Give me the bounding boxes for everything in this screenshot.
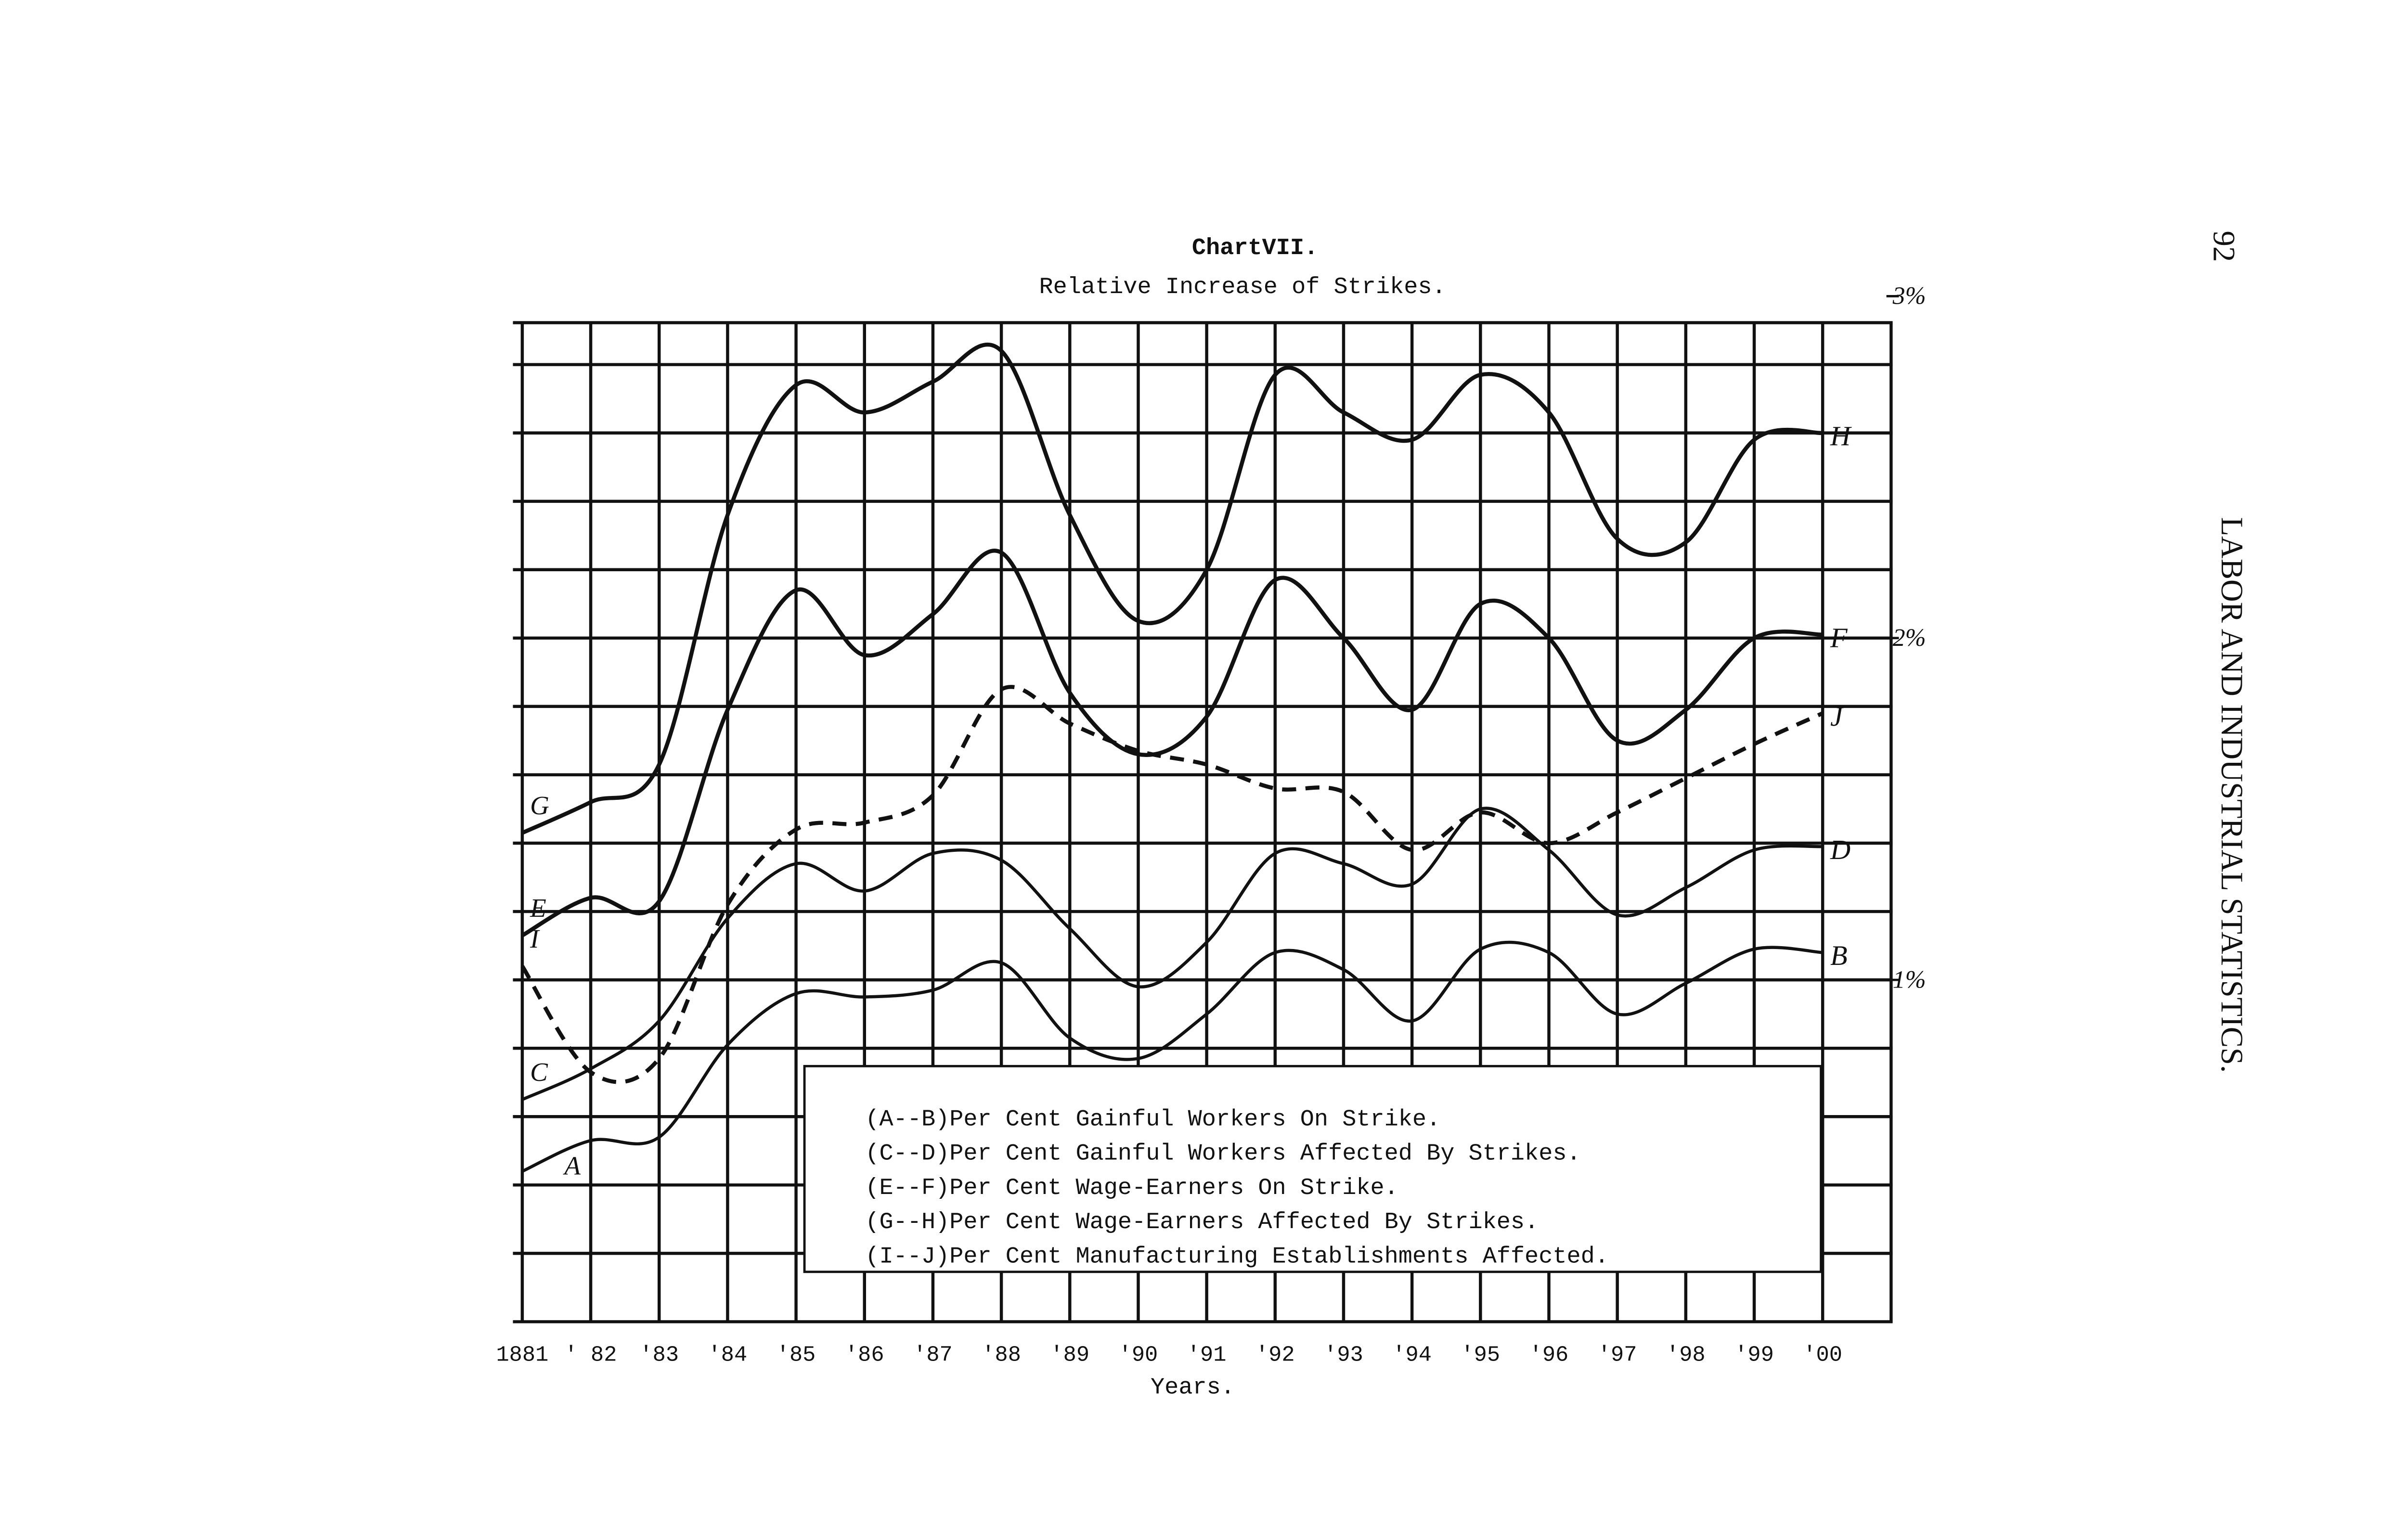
page-number: 92 <box>2207 231 2241 262</box>
series-line <box>521 549 1823 937</box>
series-line <box>521 940 1823 1173</box>
x-tick-label: '00 <box>1803 1342 1842 1367</box>
x-tick-label: '83 <box>639 1342 679 1367</box>
x-tick-label: ' 82 <box>565 1342 617 1367</box>
running-head: LABOR AND INDUSTRIAL STATISTICS. <box>2214 517 2249 1073</box>
x-tick-label: '85 <box>776 1342 816 1367</box>
y-tick-label: 2% <box>1893 624 1926 652</box>
legend-box <box>803 1065 1823 1273</box>
x-tick-label: 1881 <box>496 1342 548 1367</box>
chart-title: ChartVII. <box>1192 235 1318 261</box>
series-start-label: E <box>530 893 546 923</box>
series-start-label: C <box>530 1057 548 1087</box>
series-line <box>521 807 1823 1101</box>
chart-subtitle: Relative Increase of Strikes. <box>1039 274 1446 300</box>
x-tick-label: '98 <box>1666 1342 1706 1367</box>
x-tick-label: '89 <box>1050 1342 1089 1367</box>
x-tick-label: '93 <box>1324 1342 1363 1367</box>
y-tick-label: 3% <box>1892 282 1926 310</box>
x-tick-label: '92 <box>1255 1342 1295 1367</box>
series-end-label: J <box>1830 701 1844 732</box>
x-tick-label: '88 <box>982 1342 1021 1367</box>
series-end-label: D <box>1830 834 1851 865</box>
x-axis-label: Years. <box>1151 1374 1235 1400</box>
x-tick-label: '84 <box>708 1342 748 1367</box>
legend-entry: (G--H)Per Cent Wage-Earners Affected By … <box>865 1209 1539 1235</box>
x-tick-label: '97 <box>1598 1342 1637 1367</box>
y-tick-label: 1% <box>1893 966 1926 993</box>
x-tick-label: '94 <box>1392 1342 1432 1367</box>
x-tick-label: '86 <box>845 1342 884 1367</box>
series-end-label: H <box>1830 421 1852 452</box>
series-start-label: I <box>530 924 540 953</box>
series-end-label: B <box>1830 940 1848 971</box>
x-tick-label: '96 <box>1529 1342 1569 1367</box>
x-tick-label: '90 <box>1119 1342 1158 1367</box>
series-line <box>520 685 1824 1084</box>
x-tick-label: '87 <box>913 1342 953 1367</box>
legend-entry: (E--F)Per Cent Wage-Earners On Strike. <box>865 1175 1398 1201</box>
legend-entry: (I--J)Per Cent Manufacturing Establishme… <box>865 1243 1609 1270</box>
x-tick-label: '91 <box>1187 1342 1227 1367</box>
legend-entry: (C--D)Per Cent Gainful Workers Affected … <box>865 1141 1580 1167</box>
series-line <box>521 342 1823 835</box>
series-start-label: G <box>530 791 549 820</box>
x-tick-label: '99 <box>1734 1342 1774 1367</box>
series-start-label: A <box>562 1151 581 1180</box>
legend-entry: (A--B)Per Cent Gainful Workers On Strike… <box>865 1106 1440 1132</box>
series-end-label: F <box>1830 622 1848 654</box>
x-tick-label: '95 <box>1461 1342 1500 1367</box>
